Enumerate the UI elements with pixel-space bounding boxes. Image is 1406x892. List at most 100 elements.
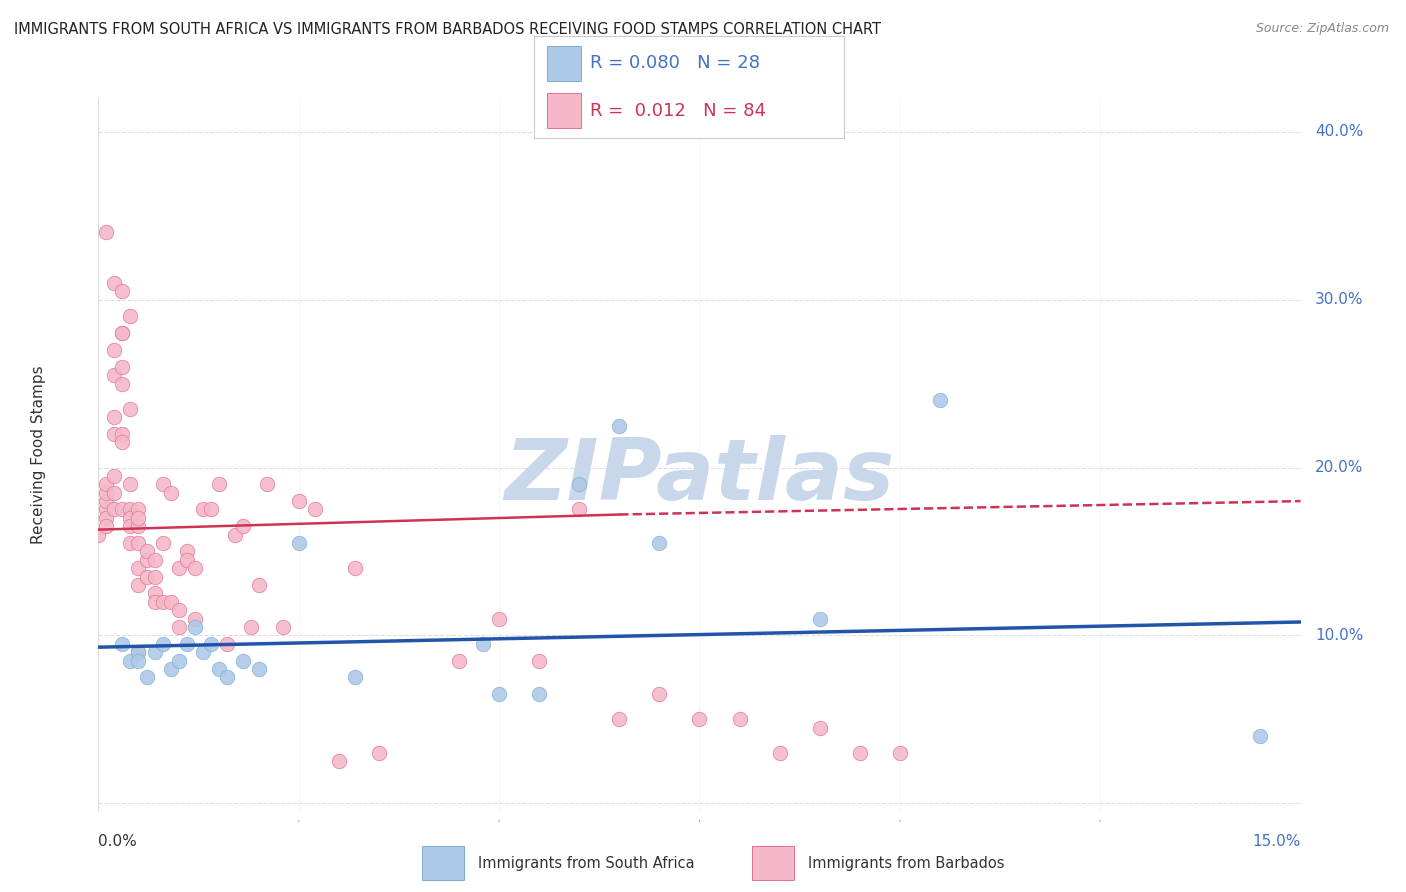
Point bbox=[568, 502, 591, 516]
Bar bbox=[752, 846, 794, 880]
Point bbox=[889, 746, 911, 760]
Point bbox=[167, 620, 190, 634]
Point bbox=[239, 620, 262, 634]
Point bbox=[167, 603, 190, 617]
Point bbox=[176, 637, 198, 651]
Point bbox=[120, 502, 142, 516]
Point bbox=[215, 670, 238, 684]
Point bbox=[488, 612, 510, 626]
Text: R = 0.080   N = 28: R = 0.080 N = 28 bbox=[591, 54, 761, 72]
Point bbox=[111, 435, 134, 450]
Point bbox=[191, 502, 214, 516]
Point bbox=[183, 612, 205, 626]
Point bbox=[135, 569, 157, 583]
Point bbox=[103, 426, 125, 441]
Point bbox=[128, 519, 150, 533]
Point bbox=[167, 561, 190, 575]
Point bbox=[176, 544, 198, 558]
Point bbox=[103, 485, 125, 500]
Text: Source: ZipAtlas.com: Source: ZipAtlas.com bbox=[1256, 22, 1389, 36]
Point bbox=[288, 494, 311, 508]
Point bbox=[768, 746, 790, 760]
Point bbox=[648, 687, 671, 701]
Point bbox=[120, 401, 142, 416]
Point bbox=[103, 469, 125, 483]
Point bbox=[111, 426, 134, 441]
Bar bbox=[422, 846, 464, 880]
Point bbox=[232, 519, 254, 533]
Point bbox=[200, 502, 222, 516]
Point bbox=[247, 662, 270, 676]
Point bbox=[288, 536, 311, 550]
Point bbox=[128, 654, 150, 668]
Text: 0.0%: 0.0% bbox=[98, 834, 138, 849]
Point bbox=[87, 527, 110, 541]
Point bbox=[808, 612, 831, 626]
Point bbox=[167, 654, 190, 668]
Point bbox=[368, 746, 391, 760]
Point bbox=[343, 670, 366, 684]
Point bbox=[271, 620, 294, 634]
Point bbox=[96, 226, 118, 240]
Point bbox=[159, 662, 181, 676]
Text: R =  0.012   N = 84: R = 0.012 N = 84 bbox=[591, 102, 766, 120]
Point bbox=[472, 637, 495, 651]
Point bbox=[128, 502, 150, 516]
Point bbox=[648, 536, 671, 550]
Point bbox=[96, 511, 118, 525]
Point bbox=[256, 477, 278, 491]
Point bbox=[191, 645, 214, 659]
Point bbox=[152, 536, 174, 550]
Point bbox=[111, 637, 134, 651]
Point bbox=[1250, 729, 1272, 743]
Point bbox=[143, 595, 166, 609]
Point bbox=[103, 368, 125, 383]
Point bbox=[152, 595, 174, 609]
Text: 40.0%: 40.0% bbox=[1315, 124, 1364, 139]
Text: Receiving Food Stamps: Receiving Food Stamps bbox=[31, 366, 46, 544]
Point bbox=[120, 654, 142, 668]
Point bbox=[128, 511, 150, 525]
Point bbox=[103, 410, 125, 425]
Point bbox=[328, 755, 350, 769]
Point bbox=[103, 276, 125, 290]
Point bbox=[224, 527, 246, 541]
Text: IMMIGRANTS FROM SOUTH AFRICA VS IMMIGRANTS FROM BARBADOS RECEIVING FOOD STAMPS C: IMMIGRANTS FROM SOUTH AFRICA VS IMMIGRAN… bbox=[14, 22, 882, 37]
Point bbox=[183, 561, 205, 575]
Point bbox=[111, 376, 134, 391]
Point bbox=[96, 502, 118, 516]
Point bbox=[120, 519, 142, 533]
Point bbox=[143, 553, 166, 567]
Point bbox=[849, 746, 872, 760]
Point bbox=[96, 485, 118, 500]
Point bbox=[304, 502, 326, 516]
Point bbox=[688, 712, 710, 726]
Point bbox=[135, 553, 157, 567]
Point bbox=[232, 654, 254, 668]
Point bbox=[529, 687, 551, 701]
Point bbox=[183, 620, 205, 634]
Point bbox=[103, 502, 125, 516]
Point bbox=[609, 712, 631, 726]
Text: 20.0%: 20.0% bbox=[1315, 460, 1364, 475]
Bar bbox=[547, 93, 581, 128]
Point bbox=[143, 569, 166, 583]
Point bbox=[215, 637, 238, 651]
Text: 15.0%: 15.0% bbox=[1253, 834, 1301, 849]
Point bbox=[96, 519, 118, 533]
Point bbox=[529, 654, 551, 668]
Point bbox=[200, 637, 222, 651]
Point bbox=[120, 477, 142, 491]
Point bbox=[120, 536, 142, 550]
Point bbox=[208, 477, 231, 491]
Point bbox=[176, 553, 198, 567]
Point bbox=[103, 343, 125, 357]
Point bbox=[343, 561, 366, 575]
Point bbox=[111, 359, 134, 374]
Point bbox=[128, 645, 150, 659]
Text: 10.0%: 10.0% bbox=[1315, 628, 1364, 643]
Point bbox=[447, 654, 470, 668]
Point bbox=[152, 477, 174, 491]
Point bbox=[159, 595, 181, 609]
Point bbox=[120, 310, 142, 324]
